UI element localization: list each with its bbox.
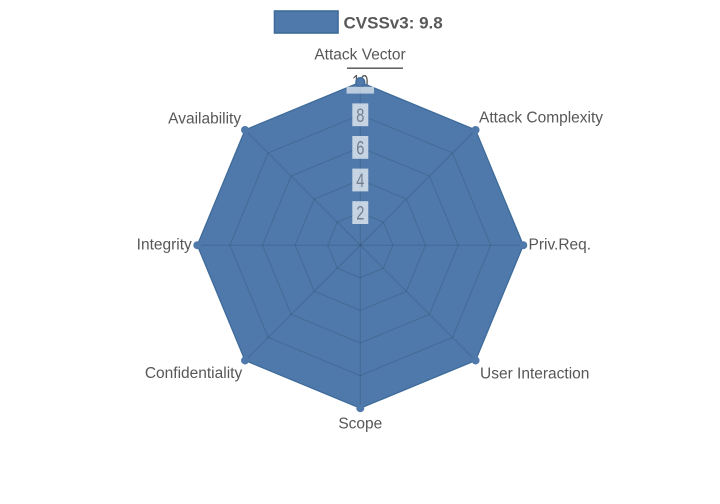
svg-text:Integrity: Integrity — [137, 237, 192, 254]
svg-text:Attack Complexity: Attack Complexity — [479, 109, 603, 126]
svg-text:Availability: Availability — [168, 110, 241, 127]
svg-text:8: 8 — [356, 104, 364, 127]
svg-text:Attack Vector: Attack Vector — [314, 46, 405, 63]
svg-text:6: 6 — [356, 136, 364, 159]
svg-text:2: 2 — [356, 202, 364, 225]
svg-text:User Interaction: User Interaction — [480, 365, 589, 382]
svg-text:4: 4 — [356, 169, 364, 192]
svg-text:CVSSv3: 9.8: CVSSv3: 9.8 — [344, 14, 443, 33]
svg-text:Priv.Req.: Priv.Req. — [529, 236, 592, 253]
svg-text:Scope: Scope — [338, 415, 382, 432]
svg-text:Confidentiality: Confidentiality — [145, 365, 243, 382]
